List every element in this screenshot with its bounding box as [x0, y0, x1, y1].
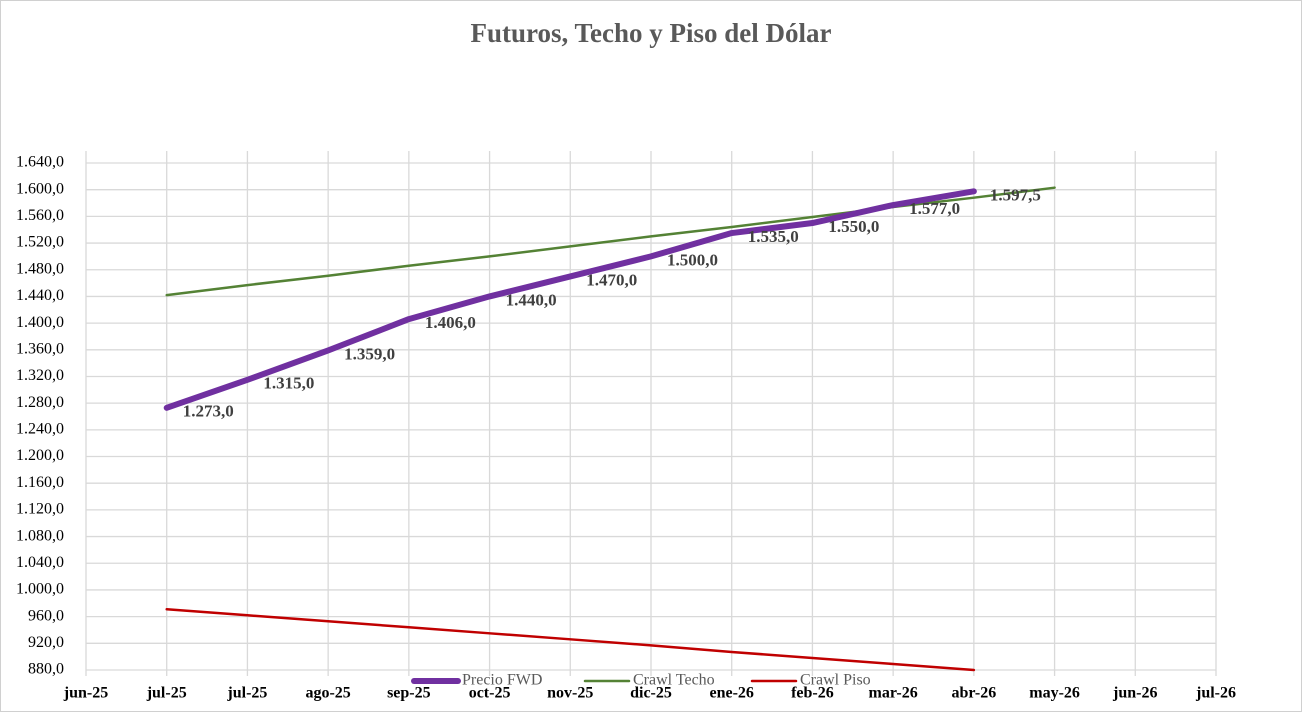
x-tick-label: nov-25 [547, 685, 593, 702]
y-tick-label: 960,0 [28, 607, 64, 624]
y-tick-label: 1.520,0 [16, 234, 64, 251]
data-label: 1.406,0 [425, 313, 476, 332]
y-tick-label: 1.600,0 [16, 180, 64, 197]
y-tick-label: 1.080,0 [16, 527, 64, 544]
data-label: 1.440,0 [506, 290, 557, 309]
y-tick-label: 1.280,0 [16, 394, 64, 411]
y-tick-label: 920,0 [28, 634, 64, 651]
y-tick-label: 1.560,0 [16, 207, 64, 224]
data-label: 1.315,0 [263, 374, 314, 393]
series-line [165, 608, 976, 672]
data-label: 1.535,0 [748, 227, 799, 246]
x-tick-label: mar-26 [869, 685, 918, 702]
y-tick-label: 1.040,0 [16, 554, 64, 571]
x-tick-label: dic-25 [630, 685, 672, 702]
y-tick-label: 1.120,0 [16, 501, 64, 518]
y-tick-label: 1.320,0 [16, 367, 64, 384]
data-label: 1.470,0 [586, 270, 637, 289]
y-tick-label: 880,0 [28, 661, 64, 678]
x-tick-label: abr-26 [951, 685, 996, 702]
x-tick-label: jul-25 [146, 685, 187, 702]
y-tick-label: 1.360,0 [16, 340, 64, 357]
y-tick-label: 1.480,0 [16, 260, 64, 277]
x-tick-label: ago-25 [305, 685, 350, 702]
x-tick-label: jul-26 [1195, 685, 1236, 702]
x-tick-label: may-26 [1029, 685, 1080, 702]
y-tick-label: 1.440,0 [16, 287, 64, 304]
legend-label: Precio FWD [462, 672, 542, 689]
y-tick-label: 1.000,0 [16, 581, 64, 598]
legend-label: Crawl Techo [633, 672, 715, 689]
chart-title: Futuros, Techo y Piso del Dólar [470, 18, 831, 48]
data-label: 1.550,0 [828, 217, 879, 236]
x-tick-label: feb-26 [791, 685, 834, 702]
x-tick-label: oct-25 [469, 685, 511, 702]
data-label: 1.273,0 [183, 402, 234, 421]
x-tick-label: jun-25 [63, 685, 108, 702]
data-label: 1.359,0 [344, 344, 395, 363]
x-tick-label: ene-26 [709, 685, 753, 702]
y-tick-label: 1.160,0 [16, 474, 64, 491]
y-tick-label: 1.400,0 [16, 314, 64, 331]
y-tick-label: 1.200,0 [16, 447, 64, 464]
legend-label: Crawl Piso [800, 672, 871, 689]
y-tick-label: 1.240,0 [16, 421, 64, 438]
x-tick-label: jul-25 [226, 685, 267, 702]
data-label: 1.597,5 [990, 185, 1041, 204]
data-label: 1.577,0 [909, 199, 960, 218]
x-tick-label: jun-26 [1112, 685, 1157, 702]
data-label: 1.500,0 [667, 250, 718, 269]
x-tick-label: sep-25 [387, 685, 431, 702]
series-line [163, 188, 977, 411]
y-tick-label: 1.640,0 [16, 154, 64, 171]
